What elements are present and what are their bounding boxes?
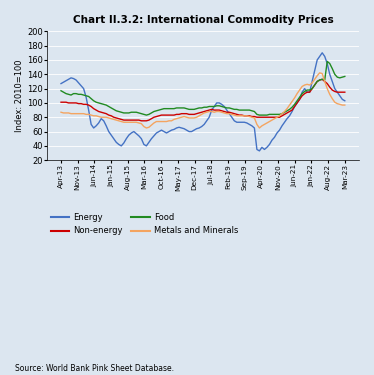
- Energy: [137, 134, 141, 138]
- Non-energy: [172, 113, 176, 117]
- Metals and Minerals: [137, 121, 141, 125]
- Y-axis label: Index: 2010=100: Index: 2010=100: [15, 60, 24, 132]
- Energy: [139, 136, 144, 141]
- Line: Non-energy: Non-energy: [61, 79, 345, 121]
- Non-energy: [139, 118, 144, 123]
- Food: [325, 59, 329, 64]
- Food: [59, 88, 63, 93]
- Metals and Minerals: [318, 70, 322, 75]
- Energy: [169, 128, 174, 132]
- Metals and Minerals: [277, 114, 282, 118]
- Energy: [59, 81, 63, 86]
- Energy: [91, 126, 96, 130]
- Energy: [320, 51, 325, 55]
- Metals and Minerals: [59, 110, 63, 114]
- Non-energy: [142, 118, 146, 123]
- Metals and Minerals: [245, 114, 249, 118]
- Line: Metals and Minerals: Metals and Minerals: [61, 73, 345, 128]
- Metals and Minerals: [343, 103, 347, 107]
- Non-energy: [277, 115, 282, 120]
- Energy: [257, 148, 262, 153]
- Non-energy: [137, 118, 141, 122]
- Metals and Minerals: [139, 122, 144, 126]
- Non-energy: [343, 90, 347, 94]
- Text: Source: World Bank Pink Sheet Database.: Source: World Bank Pink Sheet Database.: [15, 364, 174, 373]
- Non-energy: [91, 106, 96, 111]
- Title: Chart II.3.2: International Commodity Prices: Chart II.3.2: International Commodity Pr…: [73, 15, 333, 25]
- Line: Food: Food: [61, 62, 345, 115]
- Food: [245, 108, 249, 112]
- Non-energy: [320, 77, 325, 81]
- Food: [343, 74, 347, 79]
- Food: [277, 112, 282, 117]
- Metals and Minerals: [172, 117, 176, 122]
- Non-energy: [245, 114, 249, 118]
- Energy: [277, 128, 282, 132]
- Food: [172, 106, 176, 111]
- Food: [91, 99, 96, 103]
- Energy: [343, 99, 347, 103]
- Non-energy: [59, 100, 63, 105]
- Energy: [242, 120, 246, 124]
- Food: [137, 111, 141, 115]
- Metals and Minerals: [91, 114, 96, 118]
- Line: Energy: Energy: [61, 53, 345, 151]
- Food: [144, 113, 148, 117]
- Metals and Minerals: [144, 126, 148, 130]
- Legend: Energy, Non-energy, Food, Metals and Minerals: Energy, Non-energy, Food, Metals and Min…: [51, 213, 238, 236]
- Food: [139, 111, 144, 116]
